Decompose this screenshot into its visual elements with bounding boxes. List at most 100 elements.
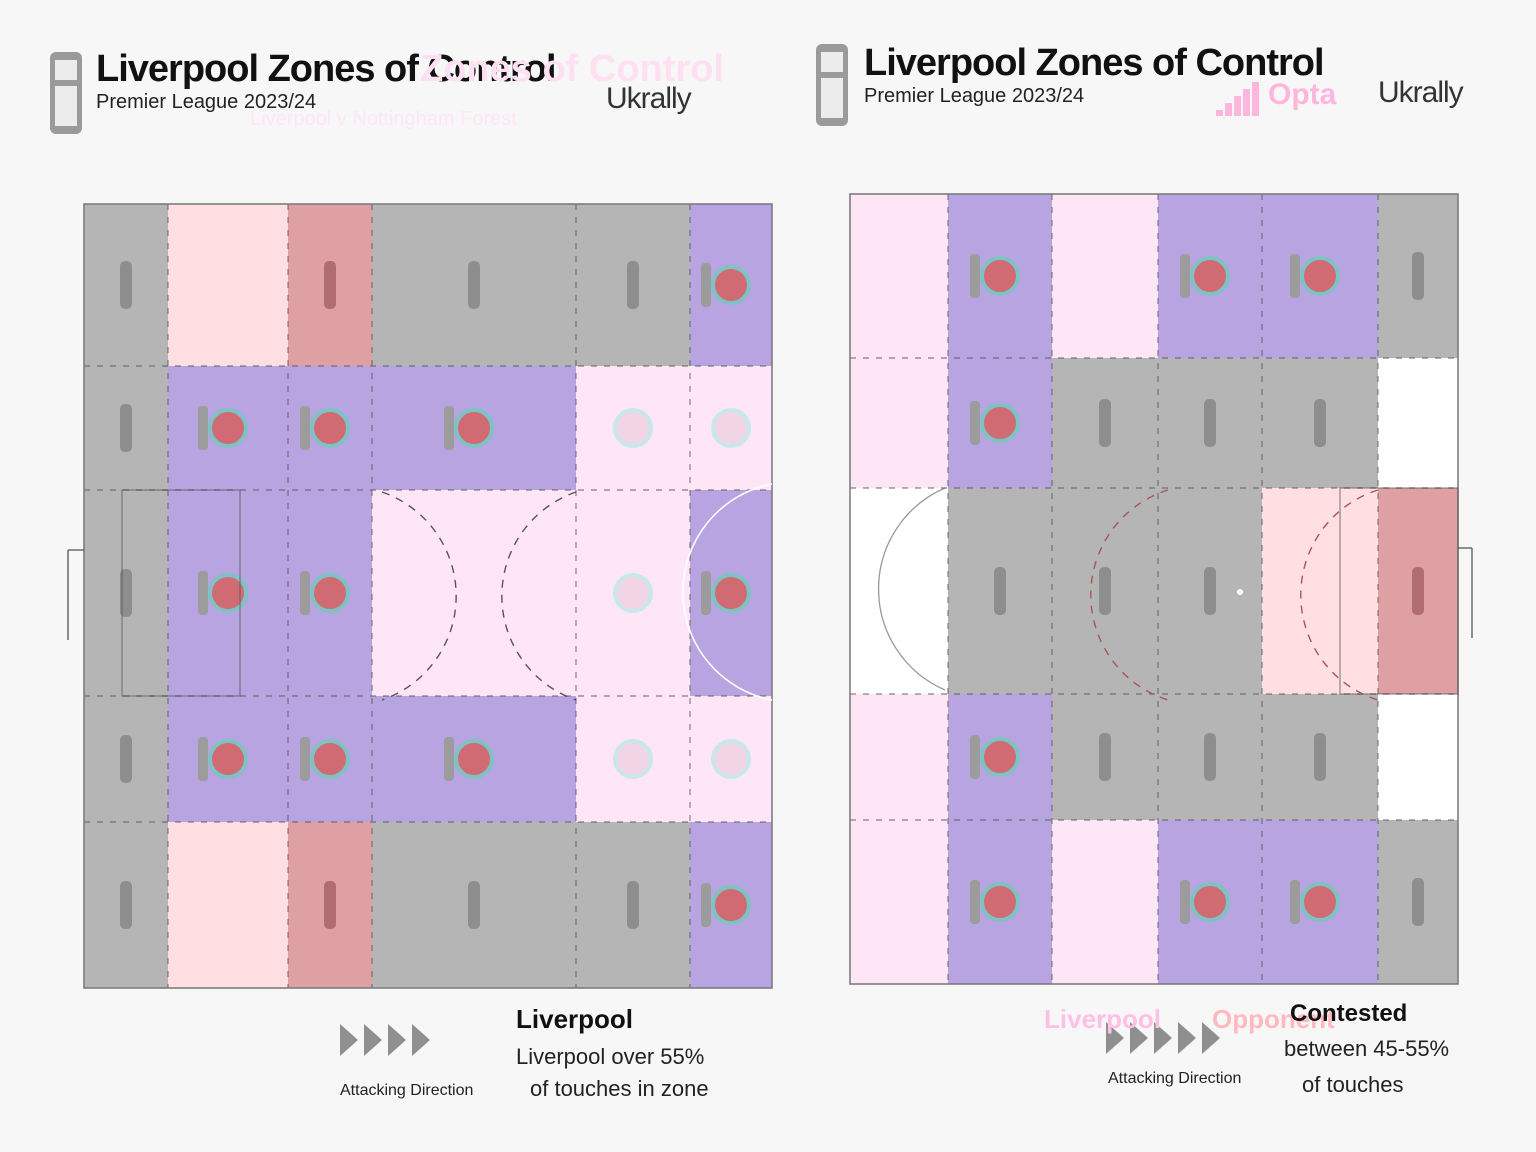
opta-bars-icon: [1243, 89, 1250, 116]
zone-crest-icon: [324, 881, 336, 929]
zone-crest-icon: [120, 735, 132, 783]
zone-crest-icon: [627, 881, 639, 929]
penalty-arc-right: [1300, 489, 1379, 701]
zone-badge-icon: [613, 408, 653, 448]
pitch-outline: [83, 203, 773, 989]
zone-crest-icon: [970, 254, 980, 298]
penalty-box-left: [121, 489, 241, 697]
zone-cell: [850, 694, 948, 820]
liverpool-crest-icon: [816, 44, 848, 126]
page-subtitle-right: Premier League 2023/24: [864, 85, 1085, 107]
legend-heading: Liverpool: [516, 1004, 634, 1034]
zone-crest-icon: [970, 880, 980, 924]
zone-crest-icon: [1290, 254, 1300, 298]
zone-crest-icon: [627, 261, 639, 309]
zone-crest-icon: [701, 883, 711, 927]
zone-crest-icon: [300, 571, 310, 615]
zone-crest-icon: [1099, 567, 1111, 615]
penalty-arc-right: [1090, 489, 1169, 701]
opta-bars-icon: [1252, 82, 1259, 116]
zone-crest-icon: [970, 401, 980, 445]
header-left: Liverpool Zones of Control Premier Leagu…: [96, 48, 557, 114]
zone-crest-icon: [300, 737, 310, 781]
legend-right-line-2: of touches: [1302, 1072, 1404, 1097]
zone-crest-icon: [198, 571, 208, 615]
opta-bars-icon: [1216, 110, 1223, 116]
zone-crest-icon: [1314, 399, 1326, 447]
zone-badge-icon: [711, 885, 751, 925]
zone-crest-icon: [1180, 254, 1190, 298]
zone-badge-icon: [613, 573, 653, 613]
zone-crest-icon: [1099, 399, 1111, 447]
zone-badge-icon: [208, 739, 248, 779]
zone-cell: [372, 490, 576, 696]
zone-badge-icon: [711, 408, 751, 448]
zone-badge-icon: [1190, 256, 1230, 296]
zone-badge-icon: [1300, 882, 1340, 922]
zone-badge-icon: [711, 265, 751, 305]
zone-crest-icon: [198, 406, 208, 450]
zone-badge-icon: [1300, 256, 1340, 296]
center-circle-left: [501, 491, 577, 701]
zone-crest-icon: [1412, 567, 1424, 615]
legend-team-opponent: Opponent: [1212, 1004, 1335, 1034]
zone-crest-icon: [444, 406, 454, 450]
attacking-direction-arrow-icon: [388, 1024, 406, 1056]
page-title: Liverpool Zones of Control: [96, 48, 557, 90]
page-subtitle: Premier League 2023/24: [96, 91, 317, 113]
zone-crest-icon: [198, 737, 208, 781]
zone-crest-icon: [701, 263, 711, 307]
zone-badge-icon: [711, 573, 751, 613]
legend-line-1: Liverpool over 55%: [516, 1044, 705, 1069]
zone-cell: [850, 358, 948, 488]
zone-badge-icon: [454, 408, 494, 448]
zone-badge-icon: [208, 573, 248, 613]
zone-crest-icon: [468, 261, 480, 309]
zone-crest-icon: [120, 261, 132, 309]
zone-badge-icon: [980, 882, 1020, 922]
penalty-spot-right: [1237, 589, 1243, 595]
attacking-direction-label: Attacking Direction: [340, 1082, 474, 1099]
zone-crest-icon: [120, 881, 132, 929]
zone-crest-icon: [444, 737, 454, 781]
zone-cell: [1052, 194, 1158, 358]
zone-badge-icon: [980, 737, 1020, 777]
zone-cell: [168, 822, 288, 988]
zone-crest-icon: [701, 571, 711, 615]
zone-crest-icon: [1204, 733, 1216, 781]
brand-logo: Ukrally: [606, 82, 692, 115]
attacking-direction-arrow-icon: [1154, 1022, 1172, 1054]
zone-crest-icon: [300, 406, 310, 450]
penalty-arc-left: [381, 491, 457, 701]
zone-crest-icon: [1180, 880, 1190, 924]
zone-cell: [168, 204, 288, 366]
attacking-direction-arrow-icon: [1202, 1022, 1220, 1054]
zone-badge-icon: [980, 256, 1020, 296]
zone-badge-icon: [310, 573, 350, 613]
attacking-direction-arrow-icon: [340, 1024, 358, 1056]
zone-badge-icon: [310, 408, 350, 448]
zone-crest-icon: [468, 881, 480, 929]
attacking-direction-arrow-icon: [364, 1024, 382, 1056]
zone-crest-icon: [994, 567, 1006, 615]
attacking-direction-arrow-icon: [412, 1024, 430, 1056]
zone-cell: [850, 194, 948, 358]
opta-bars-icon: [1234, 96, 1241, 116]
opta-bars-icon: [1225, 103, 1232, 116]
zone-crest-icon: [1412, 252, 1424, 300]
zone-crest-icon: [1412, 878, 1424, 926]
attacking-direction-arrow-icon: [1178, 1022, 1196, 1054]
zone-badge-icon: [711, 739, 751, 779]
legend-right-line-1: between 45-55%: [1284, 1036, 1450, 1061]
zone-crest-icon: [1204, 399, 1216, 447]
zone-cell: [1378, 694, 1458, 820]
opta-logo: Opta: [1268, 78, 1337, 111]
zone-badge-icon: [310, 739, 350, 779]
zone-badge-icon: [613, 739, 653, 779]
legend-heading-right: Contested: [1290, 1000, 1408, 1027]
subtitle-accent: Liverpool v Nottingham Forest: [250, 108, 517, 130]
header-right: Liverpool Zones of Control Premier Leagu…: [864, 42, 1325, 108]
zone-badge-icon: [1190, 882, 1230, 922]
zone-badge-icon: [454, 739, 494, 779]
legend-line-2: of touches in zone: [530, 1076, 709, 1101]
